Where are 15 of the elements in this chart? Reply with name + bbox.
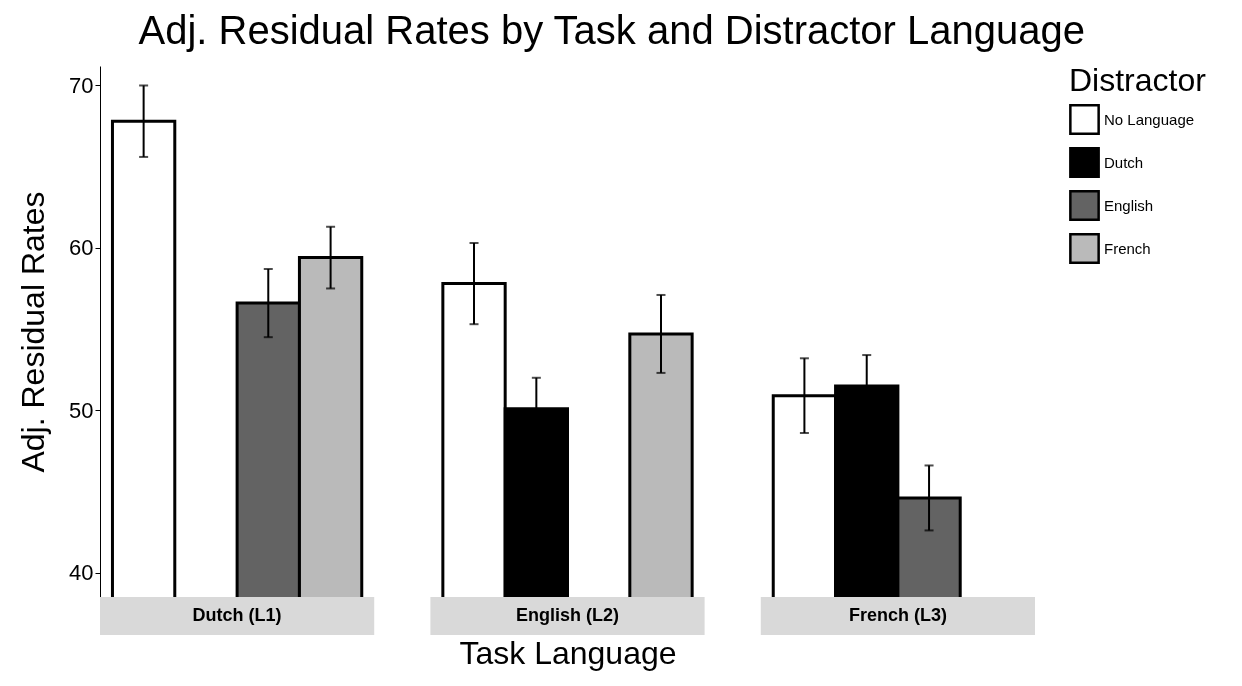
- y-tick-label: 50: [69, 397, 94, 423]
- y-axis-title: Adj. Residual Rates: [15, 191, 52, 473]
- legend-title: Distractor: [1069, 62, 1207, 98]
- x-tick-label: French (L3): [848, 604, 947, 625]
- y-tick-label: 70: [69, 72, 94, 98]
- y-tick-label: 40: [69, 560, 94, 586]
- legend-label: French: [1104, 239, 1151, 257]
- legend-label: No Language: [1104, 110, 1195, 128]
- legend-label: English: [1104, 196, 1154, 214]
- legend-label: Dutch: [1104, 153, 1144, 171]
- x-tick-label: English (L2): [516, 604, 619, 625]
- x-tick-label: Dutch (L1): [192, 604, 282, 625]
- y-tick-label: 60: [69, 235, 94, 261]
- chart-title: Adj. Residual Rates by Task and Distractor Language: [138, 8, 1085, 52]
- x-axis-title: Task Language: [459, 634, 677, 671]
